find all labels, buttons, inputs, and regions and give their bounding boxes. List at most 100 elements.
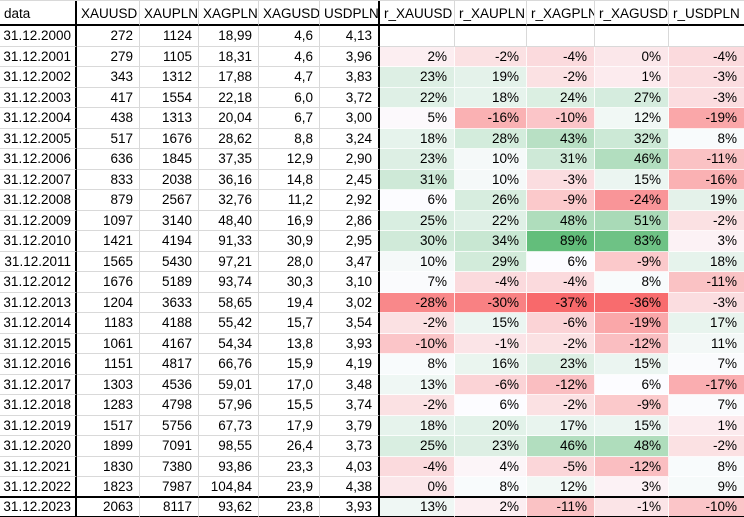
return-cell[interactable]: 32%: [595, 128, 669, 149]
return-cell[interactable]: -6%: [527, 313, 595, 334]
value-cell[interactable]: 3,96: [320, 46, 380, 67]
return-cell[interactable]: 17%: [527, 415, 595, 436]
return-cell[interactable]: -11%: [669, 272, 744, 293]
col-header-r-usdpln[interactable]: r_USDPLN: [669, 1, 744, 26]
value-cell[interactable]: 2038: [140, 169, 199, 190]
value-cell[interactable]: 3,72: [320, 87, 380, 108]
return-cell[interactable]: 3%: [595, 477, 669, 498]
return-cell[interactable]: 8%: [669, 128, 744, 149]
value-cell[interactable]: 2567: [140, 190, 199, 211]
value-cell[interactable]: 343: [77, 67, 140, 88]
col-header-xaupln[interactable]: XAUPLN: [140, 1, 199, 26]
value-cell[interactable]: 17,9: [259, 415, 320, 436]
value-cell[interactable]: 36,16: [199, 169, 259, 190]
return-cell[interactable]: 2%: [380, 46, 455, 67]
value-cell[interactable]: 3140: [140, 210, 199, 231]
return-cell[interactable]: 28%: [455, 128, 527, 149]
return-cell[interactable]: 0%: [380, 477, 455, 498]
col-header-r-xagusd[interactable]: r_XAGUSD: [595, 1, 669, 26]
return-cell[interactable]: 25%: [380, 436, 455, 457]
date-cell[interactable]: 31.12.2014: [0, 313, 77, 334]
value-cell[interactable]: 1565: [77, 251, 140, 272]
value-cell[interactable]: 66,76: [199, 354, 259, 375]
return-cell[interactable]: -17%: [669, 374, 744, 395]
date-cell[interactable]: 31.12.2022: [0, 477, 77, 498]
value-cell[interactable]: 833: [77, 169, 140, 190]
value-cell[interactable]: 3,93: [320, 497, 380, 517]
return-cell[interactable]: 16%: [455, 354, 527, 375]
value-cell[interactable]: 4,19: [320, 354, 380, 375]
value-cell[interactable]: 4,6: [259, 46, 320, 67]
value-cell[interactable]: 1312: [140, 67, 199, 88]
value-cell[interactable]: 19,4: [259, 292, 320, 313]
value-cell[interactable]: 879: [77, 190, 140, 211]
return-cell[interactable]: -10%: [527, 108, 595, 129]
value-cell[interactable]: 4,6: [259, 26, 320, 47]
return-cell[interactable]: [455, 26, 527, 47]
return-cell[interactable]: 18%: [669, 251, 744, 272]
return-cell[interactable]: -19%: [669, 108, 744, 129]
return-cell[interactable]: 13%: [380, 374, 455, 395]
return-cell[interactable]: 15%: [455, 313, 527, 334]
value-cell[interactable]: 23,9: [259, 477, 320, 498]
return-cell[interactable]: 12%: [595, 108, 669, 129]
value-cell[interactable]: 16,9: [259, 210, 320, 231]
return-cell[interactable]: 7%: [669, 395, 744, 416]
return-cell[interactable]: -1%: [595, 497, 669, 517]
value-cell[interactable]: 8117: [140, 497, 199, 517]
return-cell[interactable]: 5%: [380, 108, 455, 129]
value-cell[interactable]: 3,54: [320, 313, 380, 334]
value-cell[interactable]: 17,0: [259, 374, 320, 395]
date-cell[interactable]: 31.12.2016: [0, 354, 77, 375]
return-cell[interactable]: -4%: [380, 456, 455, 477]
return-cell[interactable]: 12%: [527, 477, 595, 498]
date-cell[interactable]: 31.12.2018: [0, 395, 77, 416]
date-cell[interactable]: 31.12.2011: [0, 251, 77, 272]
value-cell[interactable]: 3,00: [320, 108, 380, 129]
value-cell[interactable]: 1124: [140, 26, 199, 47]
value-cell[interactable]: 1105: [140, 46, 199, 67]
return-cell[interactable]: -4%: [455, 272, 527, 293]
value-cell[interactable]: 57,96: [199, 395, 259, 416]
value-cell[interactable]: 26,4: [259, 436, 320, 457]
date-cell[interactable]: 31.12.2004: [0, 108, 77, 129]
value-cell[interactable]: 48,40: [199, 210, 259, 231]
value-cell[interactable]: 3,47: [320, 251, 380, 272]
value-cell[interactable]: 4798: [140, 395, 199, 416]
col-header-xagpln[interactable]: XAGPLN: [199, 1, 259, 26]
return-cell[interactable]: 30%: [380, 231, 455, 252]
return-cell[interactable]: 51%: [595, 210, 669, 231]
value-cell[interactable]: 4167: [140, 333, 199, 354]
return-cell[interactable]: -36%: [595, 292, 669, 313]
date-cell[interactable]: 31.12.2010: [0, 231, 77, 252]
value-cell[interactable]: 15,7: [259, 313, 320, 334]
return-cell[interactable]: 83%: [595, 231, 669, 252]
value-cell[interactable]: 4817: [140, 354, 199, 375]
value-cell[interactable]: 3,48: [320, 374, 380, 395]
col-header-xagusd[interactable]: XAGUSD: [259, 1, 320, 26]
return-cell[interactable]: 46%: [527, 436, 595, 457]
return-cell[interactable]: 89%: [527, 231, 595, 252]
return-cell[interactable]: 46%: [595, 149, 669, 170]
value-cell[interactable]: 3,74: [320, 395, 380, 416]
value-cell[interactable]: 22,18: [199, 87, 259, 108]
value-cell[interactable]: 4,38: [320, 477, 380, 498]
return-cell[interactable]: 2%: [455, 497, 527, 517]
value-cell[interactable]: 417: [77, 87, 140, 108]
return-cell[interactable]: 22%: [455, 210, 527, 231]
value-cell[interactable]: 7987: [140, 477, 199, 498]
value-cell[interactable]: 5189: [140, 272, 199, 293]
value-cell[interactable]: 4,13: [320, 26, 380, 47]
return-cell[interactable]: 31%: [380, 169, 455, 190]
return-cell[interactable]: 24%: [527, 87, 595, 108]
value-cell[interactable]: 15,9: [259, 354, 320, 375]
value-cell[interactable]: 1303: [77, 374, 140, 395]
value-cell[interactable]: 4536: [140, 374, 199, 395]
return-cell[interactable]: -9%: [595, 251, 669, 272]
return-cell[interactable]: 11%: [669, 333, 744, 354]
return-cell[interactable]: -9%: [595, 395, 669, 416]
value-cell[interactable]: 18,99: [199, 26, 259, 47]
value-cell[interactable]: 91,33: [199, 231, 259, 252]
return-cell[interactable]: 15%: [595, 415, 669, 436]
value-cell[interactable]: 4,03: [320, 456, 380, 477]
